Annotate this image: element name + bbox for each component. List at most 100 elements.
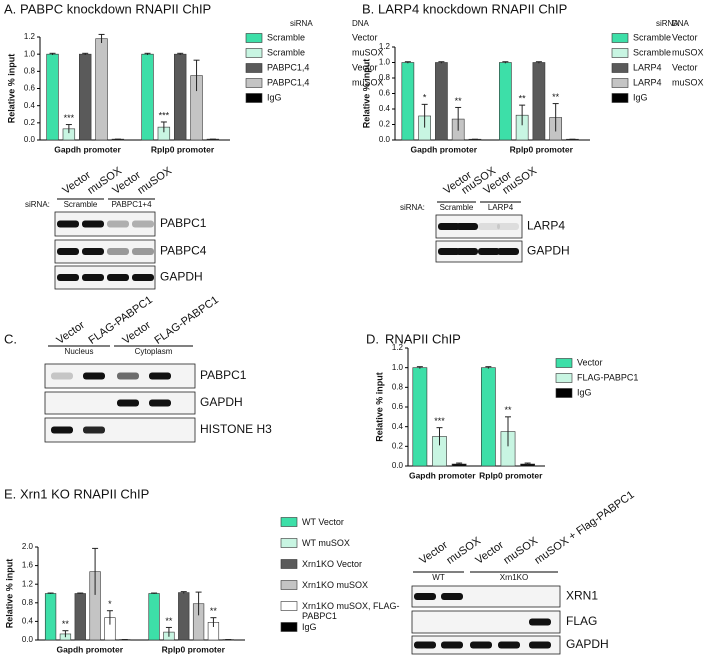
row-label: HISTONE H3 [200,422,272,436]
lane-label: muSOX + Flag-PABPC1 [533,489,637,567]
band [478,223,500,230]
panel-letter: C. [4,331,17,346]
legend-label: Vector [577,357,603,367]
y-tick-label: 0.0 [22,635,34,644]
band [57,248,79,255]
legend-label: LARP4 [633,62,662,72]
legend-dna: muSOX [672,77,704,87]
panel-letter: A. [4,1,16,16]
group-label: Scramble [440,203,474,212]
row-label: GAPDH [527,244,570,258]
legend-label: IgG [633,92,648,102]
row-label: PABPC1 [160,216,207,230]
legend-dna: Vector [672,32,698,42]
band [57,274,79,281]
blot-frame [435,214,523,239]
legend-swatch [611,63,629,73]
band [132,220,154,228]
legend-swatch [555,373,573,383]
category-label: Gapdh promoter [410,144,477,154]
bar [46,53,59,141]
y-tick-label: 0.6 [24,84,36,93]
y-tick-label: 0.0 [392,461,404,470]
y-tick-label: 1.0 [392,363,404,372]
blot-prefix: siRNA: [400,203,425,212]
band [82,220,104,228]
band [107,274,129,281]
bar [141,53,154,141]
y-tick-label: 0.4 [24,101,36,110]
label-box: Xrn1KO muSOX, FLAG-PABPC1 [302,601,400,621]
y-tick-label: 1.2 [392,343,404,352]
bar [79,53,92,141]
band [57,220,79,228]
chart-title: LARP4 knockdown RNAPII ChIP [378,1,567,16]
row-label: GAPDH [160,270,203,284]
label-box: IgG [302,622,317,632]
band [498,641,520,649]
band [82,274,104,281]
bar [44,593,57,641]
legend-dna: Vector [352,62,378,72]
legend-label: Xrn1KO muSOX [302,580,369,590]
panel-letter: E. [4,486,16,501]
bar [174,53,187,141]
legend-swatch [245,63,263,73]
group-label: PABPC1+4 [111,200,152,209]
y-tick-label: 1.2 [22,579,34,588]
significance: * [423,93,427,103]
group-label: Nucleus [65,347,94,356]
group-label: Scramble [64,200,98,209]
band [456,223,478,230]
row-label: GAPDH [566,637,609,651]
band [529,618,551,626]
legend-swatch [280,538,298,548]
bar [412,367,428,467]
category-label: Gapdh promoter [56,644,123,654]
band [414,593,436,600]
group-label: Xrn1KO [500,573,528,582]
label-box: WT muSOX [302,538,350,548]
legend-label: Scramble [267,47,305,57]
legend-header: siRNA [656,19,679,28]
bar [499,62,512,141]
bar [148,593,160,641]
band [441,593,463,600]
band [83,372,105,380]
legend-header: DNA [672,19,690,28]
y-tick-label: 1.0 [379,58,391,67]
y-tick-label: 0.6 [379,89,391,98]
legend-swatch [611,48,629,58]
bar [401,62,415,141]
legend-swatch [245,93,263,103]
band [132,248,154,255]
band [470,641,492,649]
significance: ** [210,606,218,616]
y-tick-label: 1.6 [22,561,34,570]
chart-title: Xrn1 KO RNAPII ChIP [20,486,149,501]
group-label: LARP4 [488,203,514,212]
significance: ** [504,405,512,415]
y-tick-label: 1.2 [24,32,36,41]
legend-dna: muSOX [352,77,384,87]
y-tick-label: 0.2 [379,120,391,129]
band [149,399,171,407]
legend-label: Xrn1KO Vector [302,559,363,569]
panel-letter: D. [366,331,379,346]
y-tick-label: 0.0 [24,135,36,144]
legend-label: Scramble [633,47,671,57]
legend-swatch [555,358,573,368]
legend-swatch [245,48,263,58]
legend-label: IgG [302,622,317,632]
row-label: FLAG [566,614,597,628]
significance: ** [455,96,463,106]
significance: *** [64,113,75,123]
legend-header: siRNA [290,19,313,28]
y-tick-label: 0.0 [379,135,391,144]
band [82,248,104,255]
label-box: Xrn1KO Vector [302,559,363,569]
legend-label: IgG [267,92,282,102]
legend-label: FLAG-PABPC1 [577,372,638,382]
bar [178,592,190,641]
